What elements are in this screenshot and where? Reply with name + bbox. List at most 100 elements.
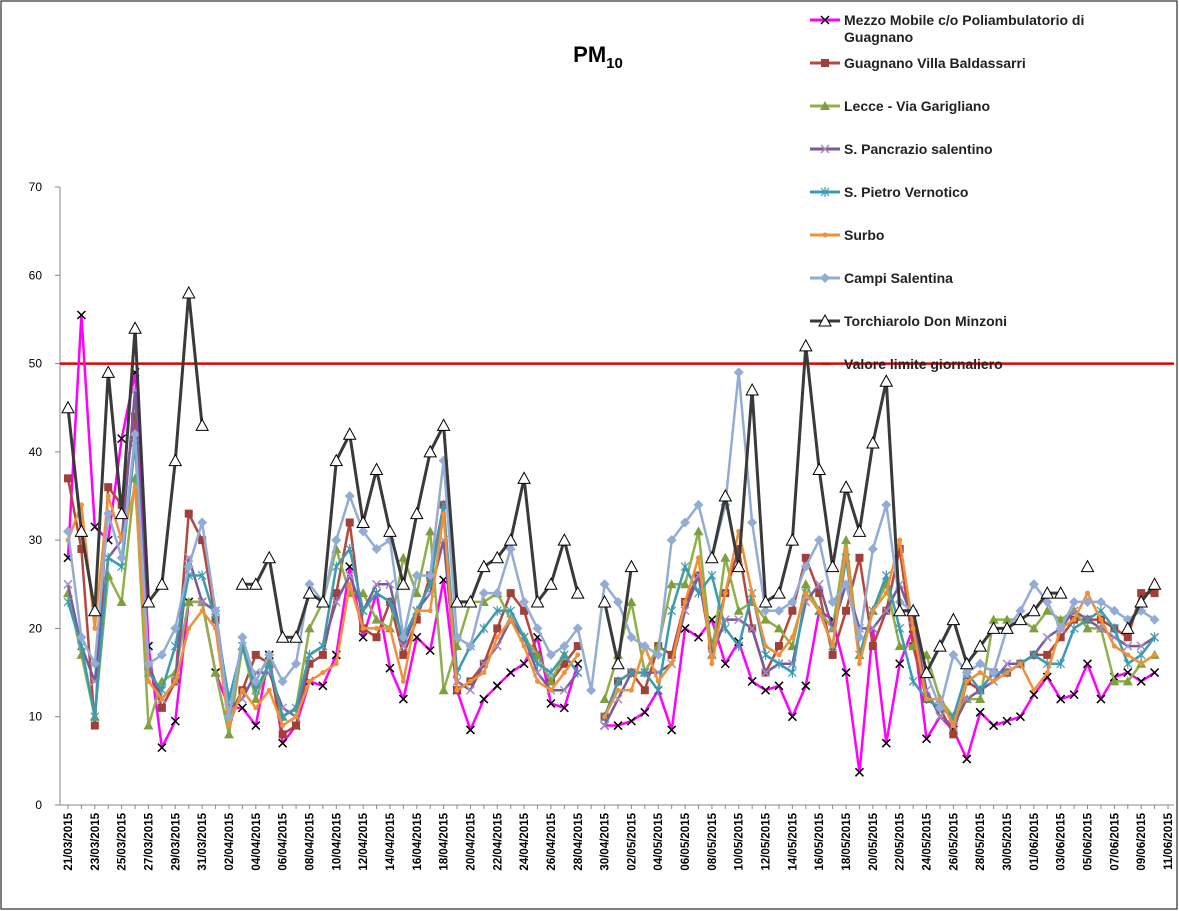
marker bbox=[1015, 712, 1025, 722]
marker bbox=[818, 313, 832, 327]
marker bbox=[879, 374, 894, 387]
marker bbox=[130, 429, 141, 440]
x-tick-label: 14/05/2015 bbox=[787, 812, 799, 870]
x-tick-label: 22/05/2015 bbox=[895, 812, 907, 870]
marker bbox=[519, 596, 530, 607]
marker bbox=[197, 597, 207, 607]
marker bbox=[866, 435, 880, 449]
marker bbox=[1083, 614, 1092, 625]
marker bbox=[626, 716, 636, 726]
marker bbox=[774, 658, 784, 669]
marker bbox=[436, 418, 451, 431]
x-tick-label: 26/04/2015 bbox=[546, 812, 558, 870]
marker bbox=[1123, 641, 1133, 651]
marker bbox=[438, 685, 449, 695]
marker bbox=[733, 605, 744, 615]
marker bbox=[959, 656, 974, 670]
marker bbox=[387, 625, 393, 631]
marker bbox=[561, 670, 567, 676]
marker bbox=[693, 632, 704, 642]
marker bbox=[694, 588, 703, 599]
y-tick-label: 10 bbox=[29, 710, 43, 724]
marker bbox=[87, 603, 102, 617]
marker bbox=[962, 694, 972, 704]
marker bbox=[655, 678, 661, 684]
x-tick-label: 25/03/2015 bbox=[117, 812, 129, 870]
marker bbox=[463, 594, 478, 608]
marker bbox=[881, 738, 891, 748]
marker bbox=[667, 725, 677, 735]
marker bbox=[572, 623, 583, 634]
marker bbox=[77, 544, 86, 553]
marker bbox=[1015, 605, 1026, 616]
marker bbox=[573, 642, 582, 651]
marker bbox=[695, 555, 701, 561]
legend-label: Torchiarolo Don Minzoni bbox=[844, 313, 1008, 329]
marker bbox=[239, 687, 245, 693]
series bbox=[63, 310, 1160, 777]
marker bbox=[519, 659, 529, 669]
marker bbox=[1138, 661, 1144, 667]
marker bbox=[734, 615, 744, 625]
marker bbox=[546, 698, 556, 709]
marker bbox=[145, 678, 151, 684]
marker bbox=[1134, 594, 1149, 608]
marker bbox=[1137, 589, 1146, 598]
marker bbox=[331, 535, 342, 546]
marker bbox=[411, 588, 422, 598]
marker bbox=[626, 632, 637, 643]
marker bbox=[477, 559, 491, 573]
marker bbox=[814, 535, 825, 546]
marker bbox=[517, 471, 531, 484]
x-tick-label: 08/05/2015 bbox=[707, 812, 719, 870]
marker bbox=[705, 550, 719, 564]
x-tick-label: 07/06/2015 bbox=[1109, 812, 1121, 870]
x-tick-label: 18/04/2015 bbox=[439, 812, 451, 870]
marker bbox=[787, 712, 797, 722]
marker bbox=[278, 730, 287, 739]
marker bbox=[400, 678, 406, 684]
marker bbox=[820, 273, 830, 283]
legend-swatch bbox=[810, 313, 840, 327]
marker bbox=[235, 577, 250, 590]
marker bbox=[358, 526, 369, 537]
x-tick-label: 22/04/2015 bbox=[492, 812, 504, 870]
marker bbox=[1096, 694, 1106, 704]
marker bbox=[383, 524, 397, 537]
legend-entry: S. Pietro Vernotico bbox=[808, 180, 1148, 223]
marker bbox=[559, 703, 569, 713]
marker bbox=[803, 590, 809, 596]
marker bbox=[423, 444, 438, 458]
marker bbox=[575, 652, 581, 658]
marker bbox=[910, 625, 916, 631]
marker bbox=[1040, 586, 1055, 599]
marker bbox=[1152, 652, 1158, 658]
marker bbox=[758, 594, 773, 608]
marker bbox=[666, 579, 677, 589]
marker bbox=[962, 754, 972, 764]
marker bbox=[545, 649, 556, 660]
marker bbox=[143, 720, 154, 730]
legend: Mezzo Mobile c/o Poliambulatorio di Guag… bbox=[808, 8, 1148, 395]
marker bbox=[812, 462, 827, 476]
marker bbox=[680, 517, 691, 528]
legend-entry: Mezzo Mobile c/o Poliambulatorio di Guag… bbox=[808, 8, 1148, 51]
legend-label: Surbo bbox=[844, 227, 885, 243]
marker bbox=[559, 685, 569, 695]
marker bbox=[868, 642, 877, 651]
marker bbox=[1053, 586, 1068, 599]
x-tick-label: 04/05/2015 bbox=[653, 812, 665, 870]
marker bbox=[1055, 623, 1066, 634]
marker bbox=[114, 506, 129, 520]
marker bbox=[318, 650, 327, 659]
marker bbox=[1082, 659, 1093, 669]
marker bbox=[356, 515, 370, 528]
marker bbox=[720, 659, 730, 669]
marker bbox=[599, 579, 610, 590]
marker bbox=[508, 617, 514, 623]
marker bbox=[975, 658, 986, 669]
marker bbox=[1085, 590, 1091, 596]
marker bbox=[856, 661, 862, 667]
marker bbox=[385, 663, 395, 673]
